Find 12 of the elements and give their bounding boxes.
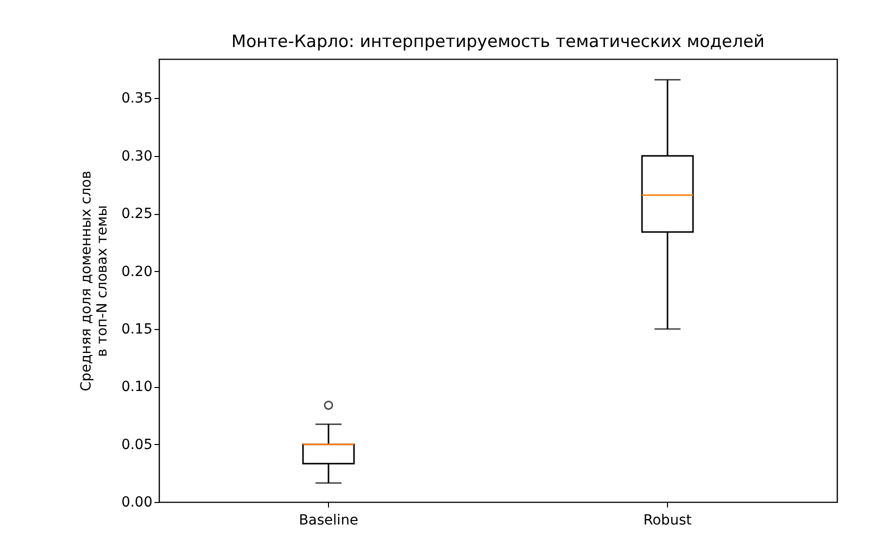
y-tick-label: 0.15	[121, 321, 152, 338]
y-tick-label: 0.05	[121, 436, 152, 453]
y-tick-label: 0.00	[121, 494, 152, 510]
x-tick-label: Baseline	[298, 512, 358, 528]
y-tick-label: 0.30	[121, 148, 152, 164]
chart-title: Монте-Карло: интерпретируемость тематических моделей	[231, 32, 765, 52]
y-axis-title: Средняя доля доменных слов в топ-N словах темы	[78, 170, 110, 392]
y-tick-label: 0.10	[121, 379, 152, 396]
y-tick-label: 0.35	[121, 90, 152, 107]
x-tick-label: Robust	[643, 512, 692, 528]
y-tick-label: 0.20	[121, 264, 152, 280]
y-tick-label: 0.25	[121, 206, 152, 222]
